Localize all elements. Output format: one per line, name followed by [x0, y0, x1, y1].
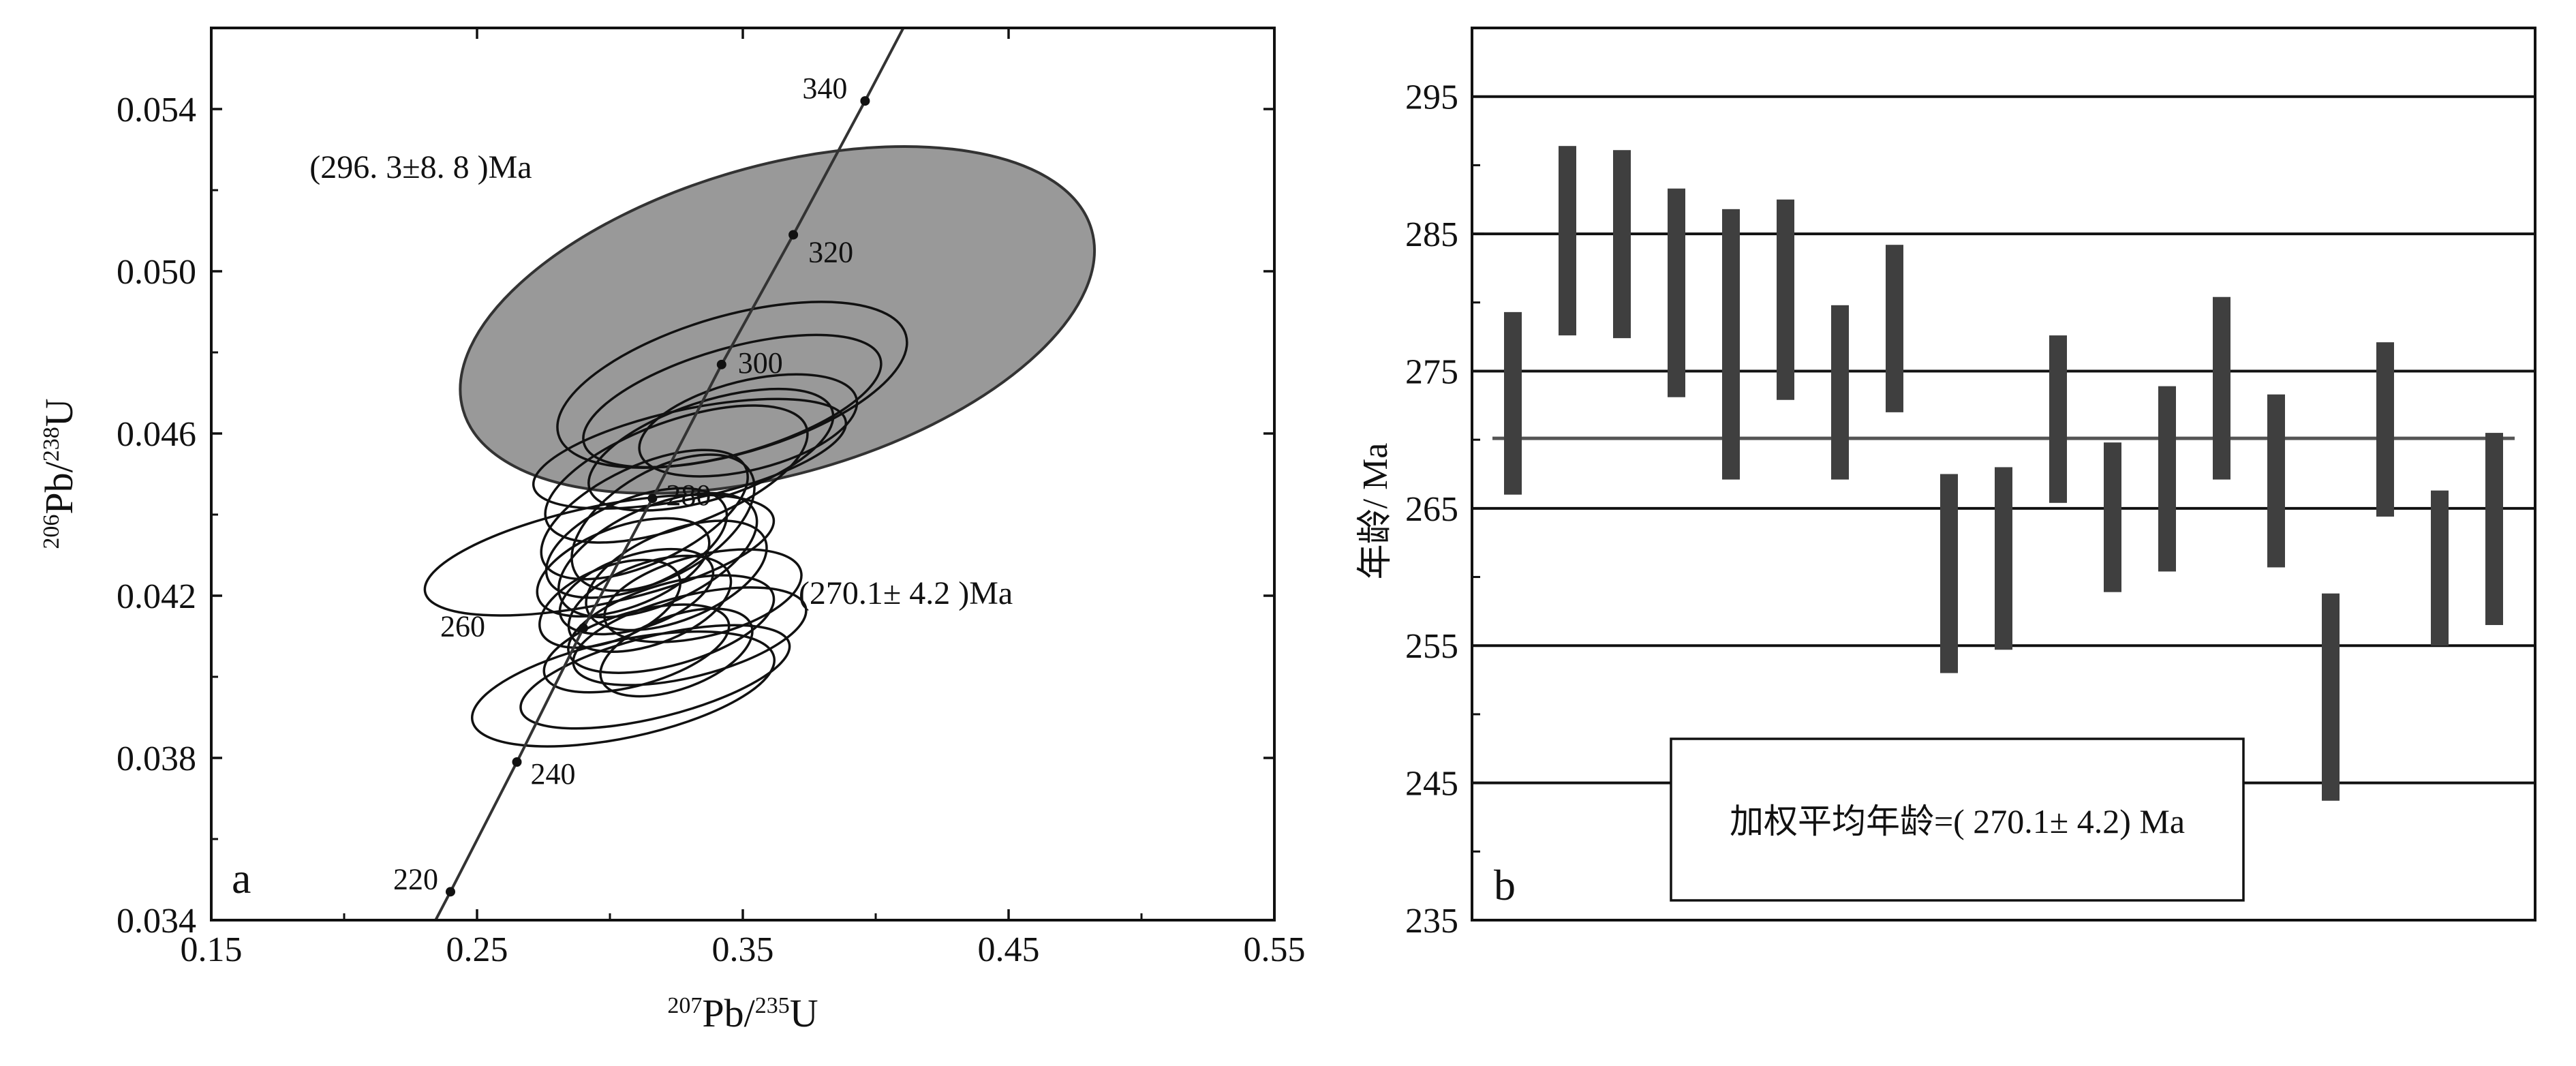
- error-ellipse: [557, 491, 758, 619]
- age-bar: [2049, 335, 2067, 503]
- x-tick-label: 0.45: [978, 930, 1040, 969]
- y-tick-label: 0.042: [117, 577, 196, 616]
- ellipse-layer: [423, 144, 1097, 748]
- y-tick-label-b: 275: [1405, 352, 1458, 391]
- concordia-layer: 220 240 260 280 300 320 340: [393, 28, 905, 920]
- error-ellipse: [532, 397, 848, 510]
- concordia-node: [579, 623, 588, 633]
- y-tick-label: 0.038: [117, 740, 196, 778]
- concordia-node: [788, 230, 799, 240]
- error-ellipse: [542, 603, 731, 694]
- concordia-age-label: 240: [531, 757, 576, 791]
- x-tick-label: 0.15: [181, 930, 243, 969]
- error-ellipse: [572, 586, 808, 686]
- y-tick-label-b: 235: [1405, 902, 1458, 941]
- age-bar: [2485, 433, 2503, 626]
- x-tick-label: 0.55: [1244, 930, 1306, 969]
- concordia-node: [512, 757, 522, 767]
- age-bar: [1722, 209, 1740, 480]
- plot-b-frame: [1471, 27, 2536, 922]
- y-label-main: Pb/: [37, 461, 81, 514]
- y-tick-label: 0.054: [117, 91, 196, 130]
- age-bar: [2158, 386, 2176, 572]
- y-label-post: U: [37, 398, 81, 427]
- error-ellipse: [582, 333, 883, 469]
- y-axis-label: 206Pb/238U: [37, 398, 81, 549]
- x-label-post: U: [790, 991, 818, 1035]
- age-bar: [1886, 245, 1903, 412]
- y-tick-label-b: 265: [1405, 490, 1458, 529]
- annotation-lower-age: (270.1± 4.2 )Ma: [799, 575, 1013, 611]
- y-tick-label: 0.050: [117, 253, 196, 292]
- age-bar: [1504, 311, 1522, 495]
- age-bar: [1668, 188, 1685, 397]
- age-bar: [2376, 342, 2394, 517]
- axis-b-ticks: 235 245 255 265 275 285 295: [1405, 78, 1484, 941]
- error-ellipse: [545, 487, 729, 599]
- y-tick-label: 0.046: [117, 415, 196, 454]
- age-bar: [1777, 199, 1794, 400]
- y-tick-label-b: 295: [1405, 78, 1458, 117]
- y-tick-label-b: 285: [1405, 215, 1458, 254]
- age-panel: 235 245 255 265 275 285 295 年龄/ Ma 加权平均年龄=( 27…: [1356, 27, 2536, 941]
- x-label-main: Pb/: [702, 991, 755, 1035]
- y-label-sup: 238: [39, 427, 64, 461]
- concordia-age-label: 220: [393, 862, 438, 896]
- y-tick-label: 0.034: [117, 902, 196, 941]
- y-tick-label-b: 255: [1405, 627, 1458, 666]
- concordia-node: [446, 887, 455, 897]
- age-bar: [1613, 150, 1631, 339]
- grey-ellipse: [459, 144, 1097, 495]
- bar-layer: [1504, 146, 2503, 801]
- legend-box: [1670, 737, 2245, 902]
- legend-text: 加权平均年龄=( 270.1± 4.2) Ma: [1730, 802, 2185, 840]
- error-ellipse: [638, 373, 859, 478]
- y-tick-label-b: 245: [1405, 765, 1458, 804]
- age-bar: [1940, 474, 1958, 673]
- error-ellipse: [599, 607, 754, 698]
- x-tick-label: 0.35: [712, 930, 774, 969]
- age-bar: [2322, 593, 2340, 801]
- age-bar: [1995, 467, 2012, 650]
- error-ellipse: [470, 630, 776, 748]
- concordia-age-label: 260: [440, 610, 485, 643]
- grid-b: [1472, 95, 2535, 785]
- concordia-node: [647, 493, 658, 504]
- age-bar: [2267, 394, 2285, 568]
- error-ellipse: [519, 624, 791, 730]
- x-label-sup: 235: [755, 993, 790, 1018]
- x-axis-label: 207Pb/235U: [667, 991, 818, 1035]
- concordia-node: [716, 359, 726, 369]
- concordia-node: [860, 96, 870, 106]
- error-ellipse: [570, 453, 756, 592]
- panel-a-label: a: [232, 854, 251, 902]
- concordia-age-label: 280: [666, 478, 711, 512]
- x-label-pre: 207: [667, 993, 702, 1018]
- y-label-pre: 206: [39, 515, 64, 549]
- y-axis-label-b: 年龄/ Ma: [1356, 443, 1395, 580]
- age-bar: [2104, 442, 2121, 592]
- axis-a-ticks: 0.15 0.25 0.35 0.45 0.55 0.034 0.038 0.042 0.046…: [117, 28, 1306, 969]
- panel-b-label: b: [1494, 861, 1516, 909]
- concordia-age-label: 340: [802, 72, 847, 105]
- concordia-age-label: 300: [738, 346, 783, 380]
- annotation-upper-age: (296. 3±8. 8 )Ma: [309, 149, 532, 185]
- x-tick-label: 0.25: [446, 930, 508, 969]
- error-ellipse: [585, 519, 768, 632]
- age-bar: [1559, 146, 1576, 336]
- age-bar: [2213, 296, 2230, 480]
- age-bar: [1831, 305, 1849, 480]
- age-bar: [2431, 490, 2449, 646]
- error-ellipse: [536, 517, 711, 618]
- concordia-age-label: 320: [808, 235, 853, 269]
